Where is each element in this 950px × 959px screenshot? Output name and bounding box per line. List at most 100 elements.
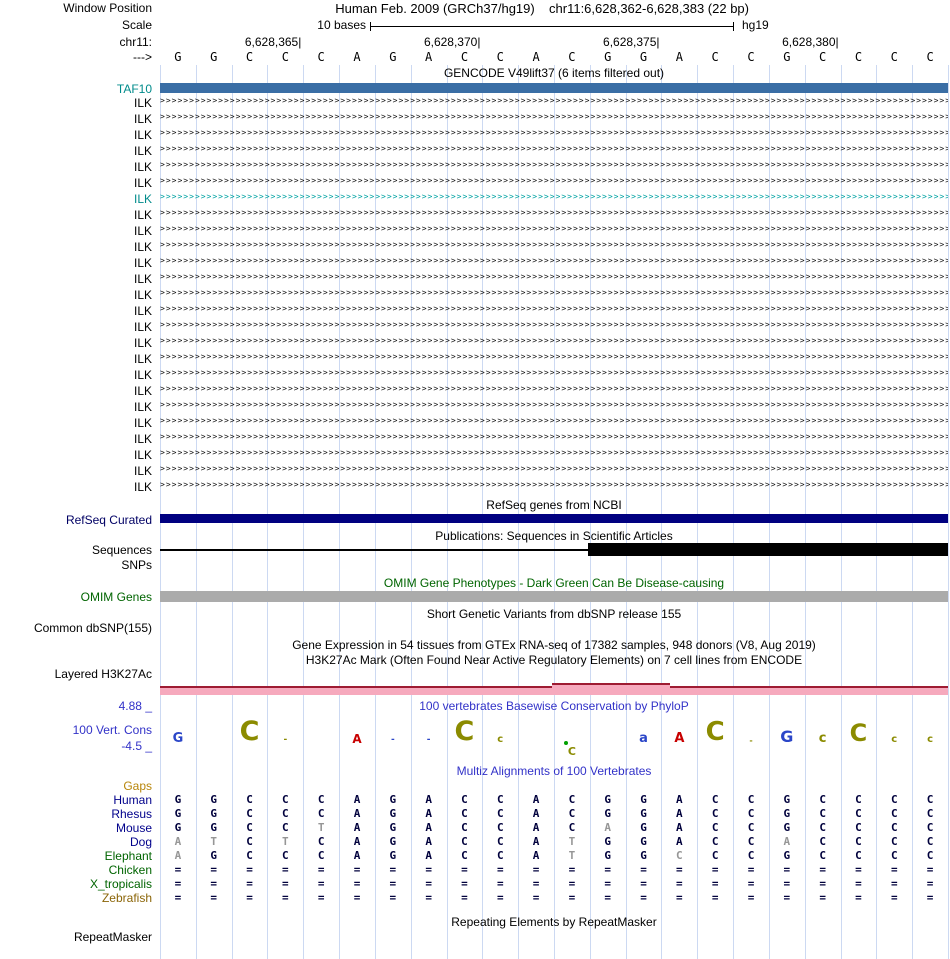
gene-label-ilk[interactable]: ILK: [133, 288, 152, 302]
align-base: G: [640, 849, 647, 862]
h3k27ac-signal-area[interactable]: [160, 688, 948, 695]
align-base: G: [604, 793, 612, 806]
layered-h3k27ac-label[interactable]: Layered H3K27Ac: [54, 667, 152, 681]
species-label-human[interactable]: Human: [113, 793, 152, 807]
species-label-elephant[interactable]: Elephant: [104, 849, 152, 863]
gtex-track-title: Gene Expression in 54 tissues from GTEx …: [292, 638, 816, 652]
gene-label-ilk[interactable]: ILK: [133, 192, 152, 206]
transcript-line[interactable]: >>>>>>>>>>>>>>>>>>>>>>>>>>>>>>>>>>>>>>>>…: [160, 176, 948, 185]
gene-label-ilk[interactable]: ILK: [133, 176, 152, 190]
transcript-line[interactable]: >>>>>>>>>>>>>>>>>>>>>>>>>>>>>>>>>>>>>>>>…: [160, 480, 948, 489]
transcript-line[interactable]: >>>>>>>>>>>>>>>>>>>>>>>>>>>>>>>>>>>>>>>>…: [160, 448, 948, 457]
transcript-line[interactable]: >>>>>>>>>>>>>>>>>>>>>>>>>>>>>>>>>>>>>>>>…: [160, 128, 948, 137]
omim-gene-bar[interactable]: [160, 591, 948, 602]
gene-label-ilk[interactable]: ILK: [133, 464, 152, 478]
gene-label-ilk[interactable]: ILK: [133, 144, 152, 158]
transcript-line[interactable]: >>>>>>>>>>>>>>>>>>>>>>>>>>>>>>>>>>>>>>>>…: [160, 352, 948, 361]
common-dbsnp-label[interactable]: Common dbSNP(155): [33, 621, 152, 635]
transcript-line[interactable]: >>>>>>>>>>>>>>>>>>>>>>>>>>>>>>>>>>>>>>>>…: [160, 384, 948, 393]
gridline: [733, 65, 735, 959]
align-base: =: [926, 891, 934, 904]
base-letter: A: [353, 50, 361, 64]
align-base: =: [711, 863, 719, 876]
transcript-line[interactable]: >>>>>>>>>>>>>>>>>>>>>>>>>>>>>>>>>>>>>>>>…: [160, 368, 948, 377]
species-label-gaps[interactable]: Gaps: [123, 779, 152, 793]
align-base: =: [604, 877, 612, 890]
align-base: C: [317, 807, 325, 820]
gene-label-ilk[interactable]: ILK: [133, 112, 152, 126]
transcript-line[interactable]: >>>>>>>>>>>>>>>>>>>>>>>>>>>>>>>>>>>>>>>>…: [160, 432, 948, 441]
gene-label-ilk[interactable]: ILK: [133, 208, 152, 222]
logo-dot: [563, 741, 568, 745]
sequences-line[interactable]: [160, 549, 590, 551]
gene-label-ilk[interactable]: ILK: [133, 416, 152, 430]
taf10-gene-bar[interactable]: [160, 83, 948, 93]
transcript-line[interactable]: >>>>>>>>>>>>>>>>>>>>>>>>>>>>>>>>>>>>>>>>…: [160, 240, 948, 249]
gene-label-ilk[interactable]: ILK: [133, 240, 152, 254]
gene-label-ilk[interactable]: ILK: [133, 96, 152, 110]
species-label-mouse[interactable]: Mouse: [115, 821, 152, 835]
species-label-rhesus[interactable]: Rhesus: [111, 807, 152, 821]
transcript-line[interactable]: >>>>>>>>>>>>>>>>>>>>>>>>>>>>>>>>>>>>>>>>…: [160, 400, 948, 409]
gene-label-ilk[interactable]: ILK: [133, 432, 152, 446]
gene-label-ilk[interactable]: ILK: [133, 400, 152, 414]
species-label-zebrafish[interactable]: Zebrafish: [101, 891, 152, 905]
h3k27ac-signal-peak[interactable]: [552, 683, 670, 691]
align-base: =: [461, 863, 468, 876]
gene-label-ilk[interactable]: ILK: [133, 320, 152, 334]
conservation-track-label[interactable]: 100 Vert. Cons: [72, 723, 152, 737]
window-position-label: Window Position: [63, 1, 152, 15]
transcript-line[interactable]: >>>>>>>>>>>>>>>>>>>>>>>>>>>>>>>>>>>>>>>>…: [160, 336, 948, 345]
transcript-line[interactable]: >>>>>>>>>>>>>>>>>>>>>>>>>>>>>>>>>>>>>>>>…: [160, 96, 948, 105]
refseq-curated-label[interactable]: RefSeq Curated: [65, 513, 152, 527]
refseq-curated-bar[interactable]: [160, 514, 948, 523]
species-label-chicken[interactable]: Chicken: [108, 863, 152, 877]
species-label-x_tropicalis[interactable]: X_tropicalis: [89, 877, 152, 891]
align-base: =: [389, 877, 397, 890]
transcript-line[interactable]: >>>>>>>>>>>>>>>>>>>>>>>>>>>>>>>>>>>>>>>>…: [160, 304, 948, 313]
gene-label-ilk[interactable]: ILK: [133, 224, 152, 238]
transcript-line[interactable]: >>>>>>>>>>>>>>>>>>>>>>>>>>>>>>>>>>>>>>>>…: [160, 416, 948, 425]
omim-genes-label[interactable]: OMIM Genes: [80, 590, 152, 604]
gene-label-ilk[interactable]: ILK: [133, 304, 152, 318]
align-base: =: [246, 891, 253, 904]
transcript-line[interactable]: >>>>>>>>>>>>>>>>>>>>>>>>>>>>>>>>>>>>>>>>…: [160, 320, 948, 329]
transcript-line[interactable]: >>>>>>>>>>>>>>>>>>>>>>>>>>>>>>>>>>>>>>>>…: [160, 224, 948, 233]
gene-label-ilk[interactable]: ILK: [133, 272, 152, 286]
sequences-label[interactable]: Sequences: [91, 543, 152, 557]
transcript-line[interactable]: >>>>>>>>>>>>>>>>>>>>>>>>>>>>>>>>>>>>>>>>…: [160, 112, 948, 121]
gridline: [231, 65, 233, 959]
align-base: =: [783, 877, 791, 890]
gridline: [482, 65, 484, 959]
gene-label-ilk[interactable]: ILK: [133, 256, 152, 270]
transcript-line[interactable]: >>>>>>>>>>>>>>>>>>>>>>>>>>>>>>>>>>>>>>>>…: [160, 288, 948, 297]
gene-label-ilk[interactable]: ILK: [133, 160, 152, 174]
base-letter: C: [568, 50, 576, 64]
gene-label-ilk[interactable]: ILK: [133, 128, 152, 142]
logo-letter: -: [749, 736, 753, 745]
gene-label-ilk[interactable]: ILK: [133, 352, 152, 366]
transcript-line[interactable]: >>>>>>>>>>>>>>>>>>>>>>>>>>>>>>>>>>>>>>>>…: [160, 144, 948, 153]
repeatmasker-label[interactable]: RepeatMasker: [73, 930, 152, 944]
transcript-line[interactable]: >>>>>>>>>>>>>>>>>>>>>>>>>>>>>>>>>>>>>>>>…: [160, 464, 948, 473]
transcript-line[interactable]: >>>>>>>>>>>>>>>>>>>>>>>>>>>>>>>>>>>>>>>>…: [160, 256, 948, 265]
gene-label-ilk[interactable]: ILK: [133, 336, 152, 350]
transcript-line[interactable]: >>>>>>>>>>>>>>>>>>>>>>>>>>>>>>>>>>>>>>>>…: [160, 192, 948, 201]
align-base: G: [210, 821, 218, 834]
gene-label-ilk[interactable]: ILK: [133, 448, 152, 462]
gridline: [804, 65, 806, 959]
gene-label-ilk[interactable]: ILK: [133, 480, 152, 494]
gridline: [160, 65, 161, 959]
gene-label-ilk[interactable]: ILK: [133, 384, 152, 398]
align-base: =: [425, 891, 432, 904]
transcript-line[interactable]: >>>>>>>>>>>>>>>>>>>>>>>>>>>>>>>>>>>>>>>>…: [160, 160, 948, 169]
species-label-dog[interactable]: Dog: [129, 835, 152, 849]
transcript-line[interactable]: >>>>>>>>>>>>>>>>>>>>>>>>>>>>>>>>>>>>>>>>…: [160, 272, 948, 281]
gene-label-taf10[interactable]: TAF10: [116, 82, 152, 96]
gene-label-ilk[interactable]: ILK: [133, 368, 152, 382]
dbsnp-track-title: Short Genetic Variants from dbSNP releas…: [426, 607, 682, 621]
align-base: C: [890, 807, 898, 820]
snps-label[interactable]: SNPs: [121, 558, 152, 572]
transcript-line[interactable]: >>>>>>>>>>>>>>>>>>>>>>>>>>>>>>>>>>>>>>>>…: [160, 208, 948, 217]
sequences-item-bar[interactable]: [588, 543, 948, 556]
